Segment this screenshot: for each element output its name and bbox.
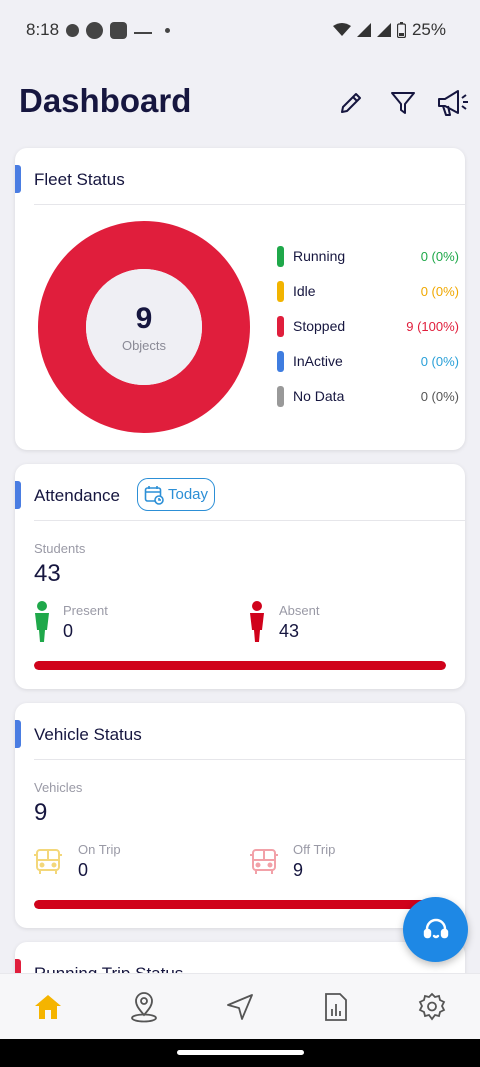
divider — [34, 759, 465, 760]
vehicles-label: Vehicles — [34, 780, 83, 795]
legend-value: 0 (0%) — [420, 284, 459, 299]
attendance-progress-bar — [34, 661, 446, 670]
donut-hole — [86, 269, 202, 385]
page-title: Dashboard — [19, 82, 192, 119]
card-title: Attendance — [34, 486, 121, 505]
divider — [34, 520, 465, 521]
off-trip-label: Off Trip — [293, 842, 336, 857]
card-title: Vehicle Status — [34, 725, 142, 744]
legend-item-idle[interactable]: Idle 0 (0%) — [277, 281, 459, 303]
support-fab-button[interactable] — [403, 897, 468, 962]
legend-item-stopped[interactable]: Stopped 9 (100%) — [277, 316, 459, 338]
vehicle-progress-fill — [34, 900, 446, 909]
location-icon — [131, 992, 157, 1023]
legend-swatch — [277, 351, 284, 372]
settings-icon — [418, 992, 446, 1021]
nav-home[interactable] — [28, 988, 68, 1026]
legend-label: No Data — [293, 388, 345, 404]
legend-swatch — [277, 281, 284, 302]
legend-swatch — [277, 246, 284, 267]
legend-label: InActive — [293, 353, 343, 369]
nav-location[interactable] — [124, 988, 164, 1026]
signal-icon — [356, 23, 371, 37]
legend-label: Stopped — [293, 318, 346, 334]
on-trip-value: 0 — [78, 860, 89, 880]
nav-reports[interactable] — [316, 988, 356, 1026]
today-button[interactable]: Today — [137, 478, 215, 511]
status-bar: 8:18 25% — [0, 0, 480, 60]
legend-item-running[interactable]: Running 0 (0%) — [277, 246, 459, 268]
more-dot-icon — [165, 28, 170, 33]
legend-swatch — [277, 386, 284, 407]
legend-label: Idle — [293, 283, 316, 299]
app-header: Dashboard — [0, 60, 480, 144]
today-label: Today — [167, 486, 209, 503]
chat-icon — [66, 24, 79, 37]
students-label: Students — [34, 541, 86, 556]
present-label: Present — [63, 603, 108, 618]
card-accent — [15, 481, 21, 509]
card-accent — [15, 720, 21, 748]
system-icons: 25% — [332, 20, 446, 40]
legend-item-no-data[interactable]: No Data 0 (0%) — [277, 386, 459, 408]
legend-value: 0 (0%) — [420, 389, 459, 404]
card-accent — [15, 165, 21, 193]
reports-icon — [325, 993, 347, 1021]
fleet-donut-chart[interactable] — [38, 221, 250, 433]
filter-icon[interactable] — [386, 86, 420, 120]
absent-person-icon — [250, 601, 264, 642]
vehicles-count: 9 — [34, 799, 48, 826]
donut-slice-stopped[interactable] — [38, 221, 250, 433]
fleet-status-card[interactable]: Fleet Status 9 Objects Running 0 (0%) Id… — [15, 148, 465, 450]
off-trip-value: 9 — [293, 860, 304, 880]
donut-center: 9 Objects — [86, 269, 202, 385]
legend-value: 0 (0%) — [420, 249, 459, 264]
navigate-icon — [227, 994, 253, 1020]
attendance-card[interactable]: Attendance Today Students 43 Present 0 A… — [15, 464, 465, 689]
card-title: Fleet Status — [34, 170, 125, 189]
edit-icon[interactable] — [334, 86, 368, 120]
present-value: 0 — [63, 621, 74, 641]
legend-label: Running — [293, 248, 346, 264]
bus-off-trip-icon — [250, 849, 278, 874]
support-headset-icon — [423, 918, 448, 938]
bottom-navigation — [0, 973, 480, 1039]
status-time: 8:18 — [26, 20, 60, 39]
divider — [34, 204, 465, 205]
wifi-icon — [332, 23, 351, 36]
fleet-total: 9 — [135, 301, 153, 335]
battery-icon — [396, 22, 406, 38]
legend-item-inactive[interactable]: InActive 0 (0%) — [277, 351, 459, 373]
calendar-icon — [144, 485, 164, 505]
signature-icon — [134, 28, 152, 34]
circle-app-icon — [86, 22, 103, 39]
vehicle-status-card[interactable]: Vehicle Status Vehicles 9 On Trip 0 Off … — [15, 703, 465, 928]
present-person-icon — [35, 601, 49, 642]
notification-icons — [66, 22, 170, 39]
students-count: 43 — [34, 560, 61, 587]
legend-value: 0 (0%) — [420, 354, 459, 369]
on-trip-label: On Trip — [78, 842, 121, 857]
bus-on-trip-icon — [34, 849, 62, 874]
legend-swatch — [277, 316, 284, 337]
battery-percent: 25% — [411, 20, 446, 39]
legend-value: 9 (100%) — [406, 319, 459, 334]
nav-navigate[interactable] — [220, 988, 260, 1026]
home-icon — [35, 995, 61, 1019]
absent-label: Absent — [279, 603, 320, 618]
signal-icon — [376, 23, 391, 37]
announcement-icon[interactable] — [434, 86, 474, 120]
home-indicator[interactable] — [177, 1050, 304, 1055]
attendance-progress-fill — [34, 661, 446, 670]
absent-value: 43 — [279, 621, 300, 641]
system-gesture-bar — [0, 1039, 480, 1067]
nav-settings[interactable] — [412, 988, 452, 1026]
fleet-total-label: Objects — [121, 337, 167, 353]
vehicle-progress-bar — [34, 900, 446, 909]
square-app-icon — [110, 22, 127, 39]
